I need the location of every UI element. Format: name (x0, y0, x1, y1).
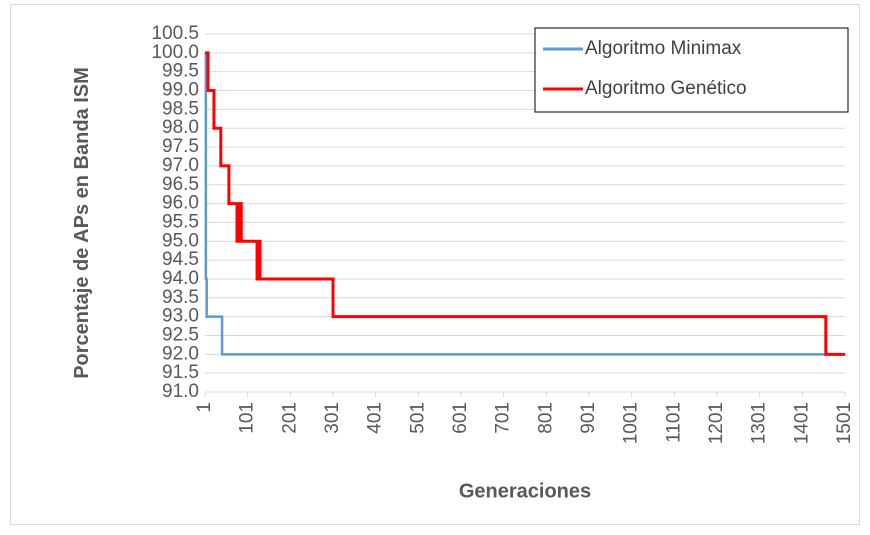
y-tick-label: 96.0 (162, 193, 199, 214)
line-series (205, 51, 845, 356)
y-tick-label: 94.5 (162, 249, 199, 270)
x-tick-label: 701 (493, 402, 514, 434)
x-tick-label: 801 (535, 402, 556, 434)
y-tick-label: 97.5 (162, 136, 199, 157)
y-tick-label: 99.0 (162, 80, 199, 101)
y-tick-label: 98.0 (162, 117, 199, 138)
x-tick-label: 501 (407, 402, 428, 434)
y-tick-label: 94.0 (162, 268, 199, 289)
x-tick-label: 1101 (663, 402, 684, 443)
x-tick-label: 601 (450, 402, 471, 434)
x-tick-label: 901 (578, 402, 599, 434)
legend-label: Algoritmo Genético (585, 78, 747, 99)
y-tick-label: 97.0 (162, 155, 199, 176)
y-tick-label: 100.5 (151, 23, 199, 44)
x-tick-label: 1301 (749, 402, 770, 444)
y-tick-label: 99.5 (162, 61, 199, 82)
y-tick-label: 100.0 (151, 42, 199, 63)
x-tick-label: 1 (194, 402, 215, 413)
y-tick-label: 93.0 (162, 306, 199, 327)
legend-box (534, 27, 849, 113)
x-tick-label: 1501 (834, 402, 855, 444)
x-tick-label: 1001 (621, 402, 642, 444)
chart-border (10, 4, 860, 525)
y-tick-label: 92.5 (162, 324, 199, 345)
x-tick-label: 101 (237, 402, 258, 434)
y-axis-label: Porcentaje de APs en Banda ISM (71, 67, 93, 379)
x-axis-label: Generaciones (459, 480, 591, 502)
x-tick-label: 201 (279, 402, 300, 434)
x-tick-label: 1401 (791, 402, 812, 444)
y-tick-label: 92.0 (162, 343, 199, 364)
y-tick-label: 95.0 (162, 230, 199, 251)
y-tick-label: 93.5 (162, 287, 199, 308)
legend-label: Algoritmo Minimax (585, 38, 742, 59)
line-series (204, 51, 845, 356)
y-tick-label: 98.5 (162, 98, 199, 119)
y-tick-label: 96.5 (162, 174, 199, 195)
y-tick-label: 95.5 (162, 211, 199, 232)
y-tick-label: 91.5 (162, 362, 199, 383)
x-tick-label: 401 (365, 402, 386, 434)
x-tick-label: 301 (322, 402, 343, 434)
x-tick-label: 1201 (706, 402, 727, 444)
y-tick-label: 91.0 (162, 381, 199, 402)
